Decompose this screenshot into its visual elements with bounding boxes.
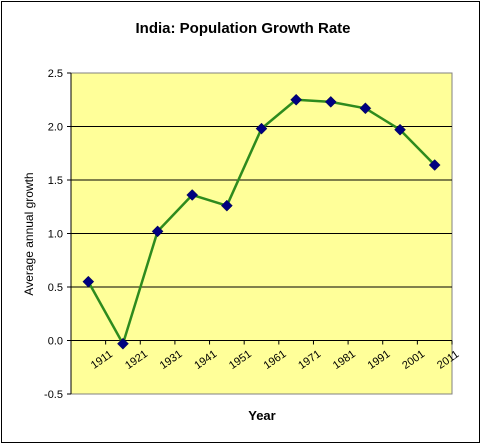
- data-point: [359, 102, 372, 115]
- data-point: [221, 199, 233, 212]
- data-point: [117, 337, 129, 350]
- y-tick-label: 2.0: [48, 122, 63, 134]
- data-point: [394, 123, 406, 136]
- y-tick-label: 1.5: [48, 175, 63, 187]
- data-point: [324, 96, 337, 108]
- y-axis-label: Average annual growth: [22, 172, 36, 295]
- data-point: [82, 275, 95, 288]
- data-point: [428, 159, 441, 171]
- y-tick-label: 0.0: [48, 336, 63, 348]
- y-tick-label: 1.0: [48, 229, 63, 241]
- y-tick-label: 2.5: [48, 68, 63, 80]
- x-axis-label: Year: [248, 408, 275, 423]
- data-point: [255, 122, 268, 135]
- data-point: [186, 189, 199, 201]
- data-point: [290, 93, 302, 106]
- chart-title: India: Population Growth Rate: [136, 20, 351, 37]
- y-tick-label: 0.5: [48, 282, 63, 294]
- y-tick-label: -0.5: [44, 389, 63, 401]
- data-point: [151, 225, 164, 238]
